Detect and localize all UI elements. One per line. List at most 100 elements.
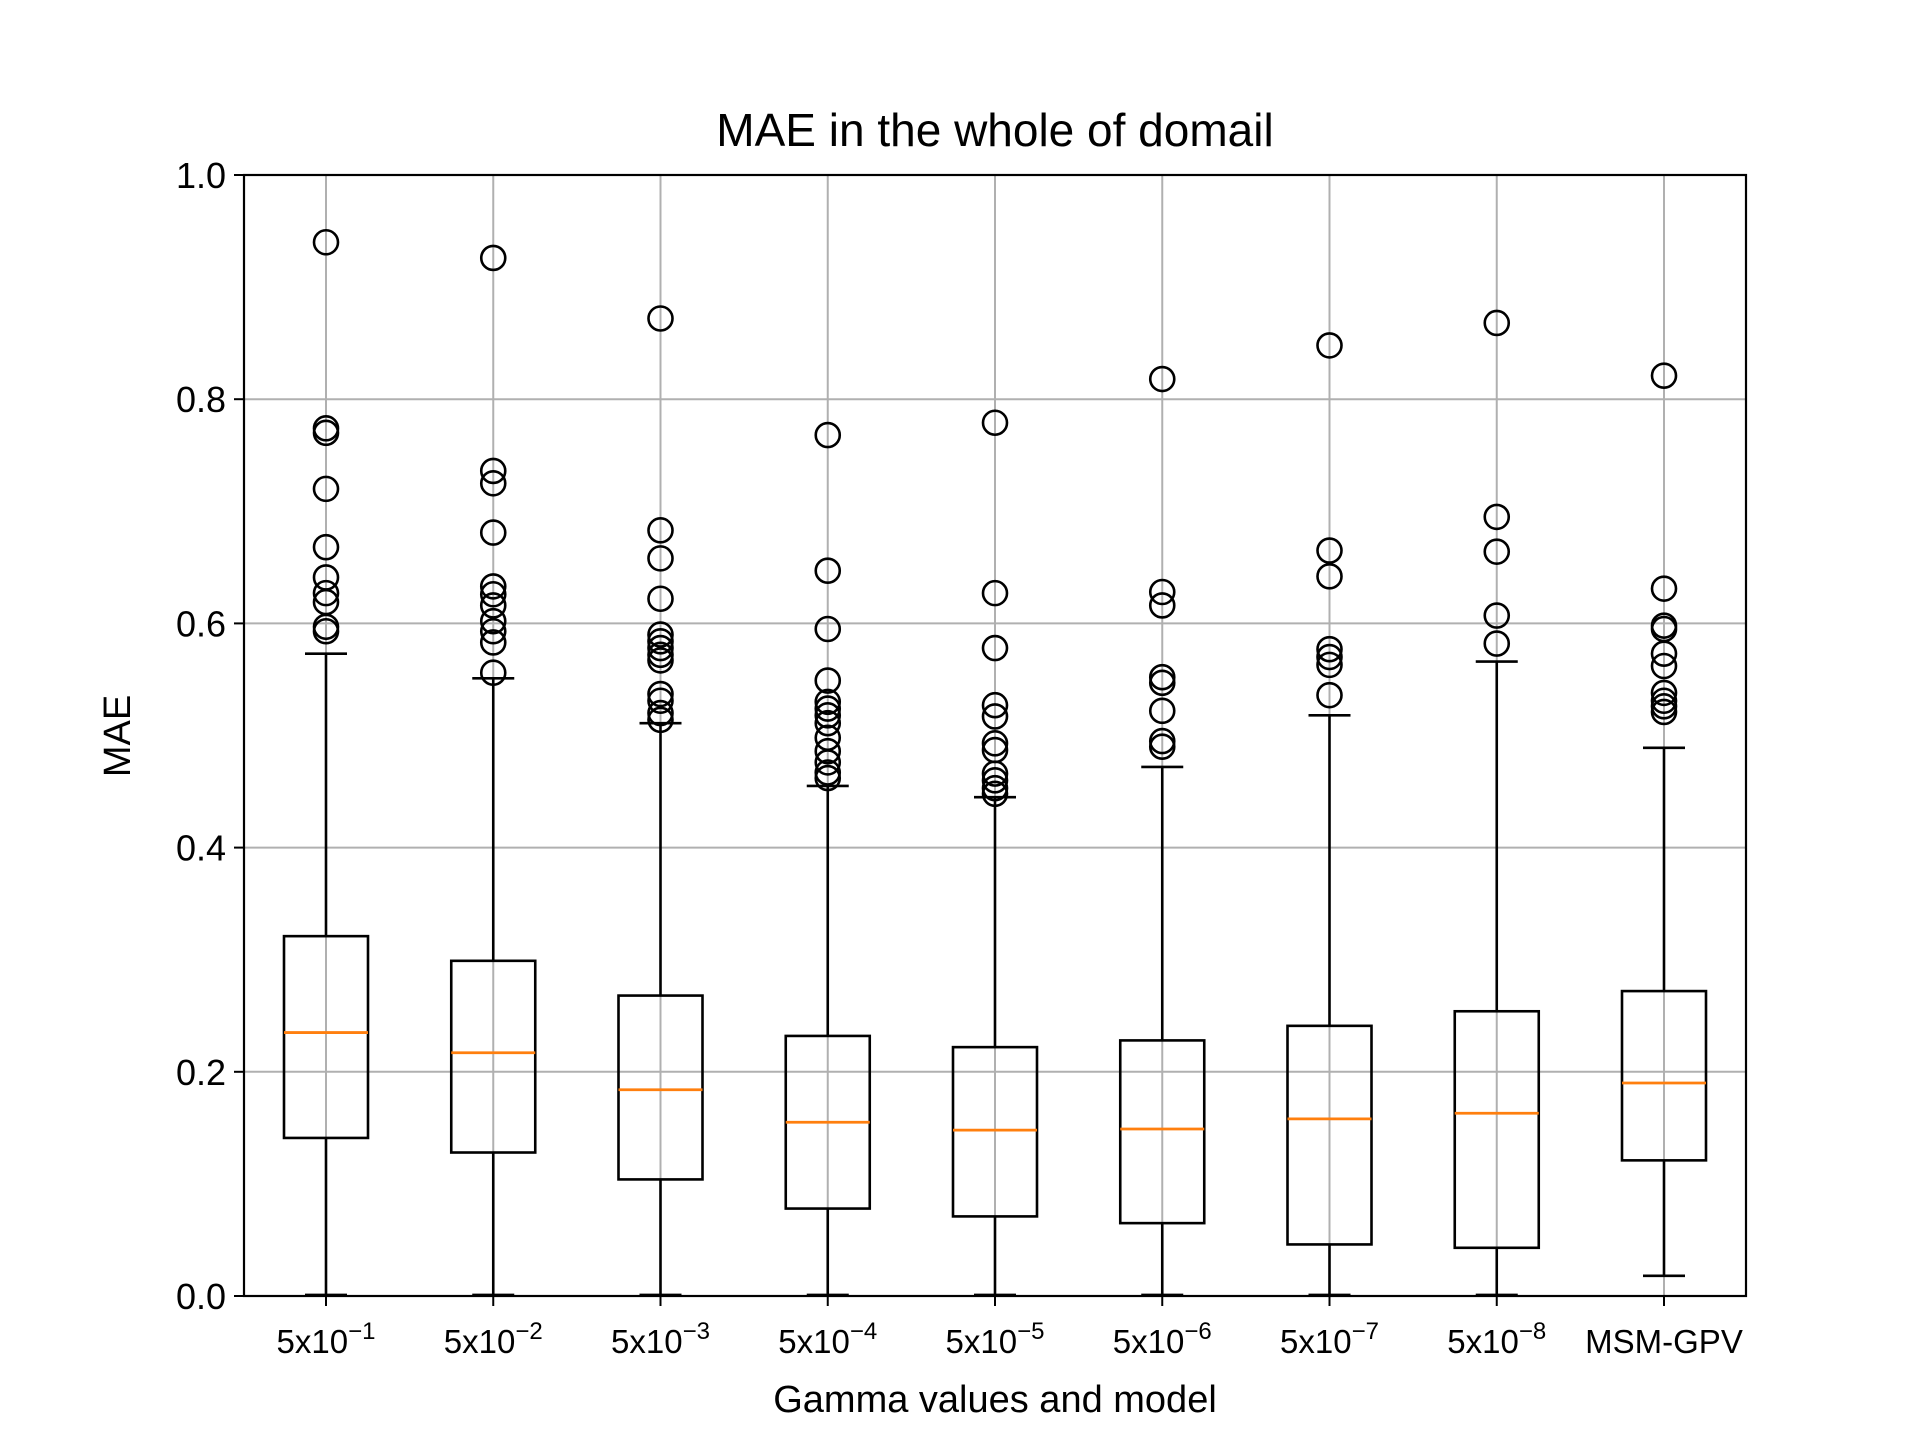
box-group — [617, 305, 704, 1297]
outlier-point — [312, 419, 340, 447]
outlier-point — [647, 706, 674, 734]
outlier-point — [1483, 602, 1511, 629]
box-group — [784, 421, 872, 1297]
y-tick-label: 0.8 — [176, 379, 226, 420]
outlier-point — [981, 730, 1009, 757]
outlier-point — [1650, 640, 1678, 667]
iqr-box — [449, 959, 537, 1154]
x-tick-label: 5x10−3 — [611, 1318, 710, 1360]
outlier-point — [1316, 537, 1343, 564]
box-group — [282, 228, 370, 1297]
x-tick-label-base: 5x10 — [778, 1323, 850, 1360]
box-group — [1453, 309, 1541, 1297]
x-tick-label: 5x10−7 — [1280, 1318, 1379, 1360]
x-tick-label-base: 5x10 — [1280, 1323, 1352, 1360]
outlier-point — [1148, 592, 1176, 619]
x-tick-label-exponent: −8 — [1519, 1318, 1546, 1345]
outlier-point — [479, 659, 507, 687]
outlier-point — [647, 517, 674, 544]
outlier-point — [647, 585, 674, 613]
outlier-point — [814, 709, 842, 737]
outlier-point — [479, 607, 507, 635]
outlier-point — [814, 695, 842, 722]
box-group — [1286, 332, 1373, 1297]
iqr-box — [1453, 1009, 1541, 1250]
outlier-point — [981, 409, 1009, 437]
outlier-point — [647, 545, 674, 572]
outlier-point — [1650, 362, 1678, 389]
outlier-point — [1483, 503, 1511, 531]
outlier-point — [1650, 698, 1678, 726]
outlier-point — [1483, 538, 1511, 565]
outlier-point — [981, 703, 1009, 730]
outlier-point — [312, 475, 340, 503]
outlier-point — [1316, 681, 1343, 709]
outlier-point — [1148, 365, 1176, 393]
x-tick-label-base: 5x10 — [1113, 1323, 1185, 1360]
grid-lines — [244, 174, 1746, 1297]
outlier-point — [814, 421, 842, 449]
y-tick-label: 0.0 — [176, 1276, 226, 1317]
outlier-point — [479, 573, 507, 600]
outlier-point — [1316, 635, 1343, 663]
outlier-point — [647, 305, 674, 332]
x-tick-label: 5x10−6 — [1113, 1318, 1212, 1360]
outlier-point — [647, 680, 674, 708]
outlier-point — [647, 699, 674, 727]
box-plot-marks — [282, 228, 1708, 1297]
outlier-point — [647, 647, 674, 674]
outlier-point — [647, 621, 674, 648]
outlier-point — [479, 519, 507, 546]
outlier-point — [1148, 578, 1176, 606]
iqr-box — [951, 1045, 1039, 1218]
outlier-point — [814, 737, 842, 765]
outlier-point — [814, 764, 842, 792]
outlier-point — [479, 592, 507, 619]
y-tick-label: 0.2 — [176, 1052, 226, 1093]
outlier-point — [1650, 679, 1678, 707]
x-tick-label-exponent: −6 — [1184, 1318, 1211, 1345]
outlier-point — [814, 749, 842, 776]
outlier-point — [1483, 630, 1511, 657]
outlier-point — [647, 634, 674, 662]
outlier-point — [981, 767, 1009, 794]
outlier-point — [479, 457, 507, 485]
outlier-point — [312, 228, 340, 256]
x-tick-label-exponent: −5 — [1017, 1318, 1044, 1345]
outlier-point — [479, 469, 507, 497]
outlier-point — [479, 617, 507, 645]
x-tick-label-exponent: −3 — [683, 1318, 710, 1345]
x-tick-label-base: 5x10 — [444, 1323, 516, 1360]
outlier-point — [981, 780, 1009, 808]
outlier-point — [814, 557, 842, 585]
outlier-point — [1650, 652, 1678, 680]
x-tick-label: 5x10−2 — [444, 1318, 543, 1360]
x-tick-label: 5x10−5 — [946, 1318, 1045, 1360]
x-tick-label-base: 5x10 — [946, 1323, 1018, 1360]
outlier-point — [479, 629, 507, 656]
iqr-box — [617, 994, 704, 1181]
x-tick-label: 5x10−1 — [277, 1318, 376, 1360]
outlier-point — [647, 628, 674, 655]
outlier-point — [981, 760, 1009, 787]
box-group — [449, 244, 537, 1297]
outlier-point — [1148, 669, 1176, 697]
iqr-box — [1286, 1024, 1373, 1246]
outlier-point — [1650, 575, 1678, 602]
outlier-point — [479, 244, 507, 272]
y-axis-label: MAE — [97, 695, 139, 777]
outlier-point — [1316, 643, 1343, 671]
outlier-point — [312, 533, 340, 561]
outlier-point — [1148, 697, 1176, 725]
iqr-box — [282, 934, 370, 1140]
outlier-point — [981, 579, 1009, 607]
outlier-point — [1148, 733, 1176, 761]
outlier-point — [814, 688, 842, 716]
outlier-point — [1316, 563, 1343, 590]
x-tick-label: 5x10−4 — [778, 1318, 877, 1360]
box-group — [1118, 365, 1206, 1297]
y-tick-label: 0.4 — [176, 828, 226, 869]
y-tick-label: 0.6 — [176, 603, 226, 644]
